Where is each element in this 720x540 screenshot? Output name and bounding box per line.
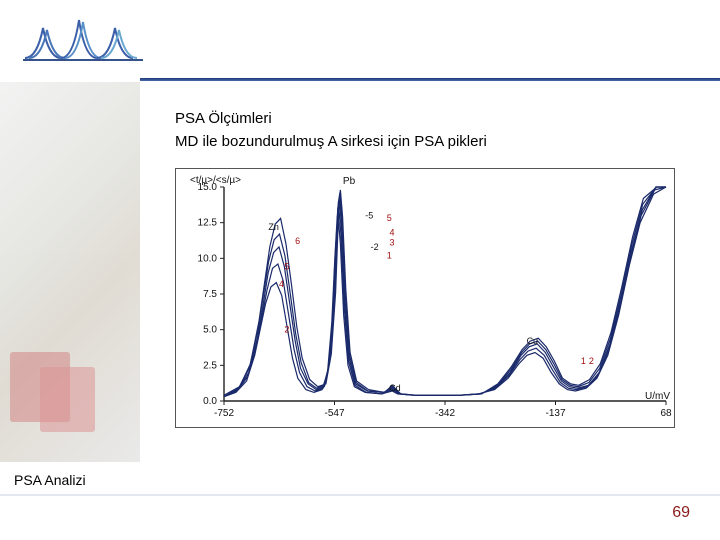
svg-text:4: 4 [389, 228, 394, 238]
svg-text:2: 2 [589, 356, 594, 366]
svg-text:1: 1 [581, 356, 586, 366]
svg-text:-2: -2 [371, 242, 379, 252]
svg-text:U/mV: U/mV [645, 391, 670, 402]
psa-chart: 0.02.55.07.510.012.515.0-752-547-342-137… [175, 168, 675, 428]
svg-text:0.0: 0.0 [203, 396, 217, 407]
svg-text:Cu: Cu [527, 336, 539, 346]
svg-text:4: 4 [279, 279, 284, 289]
svg-text:5: 5 [284, 262, 289, 272]
footer-rule [0, 494, 720, 496]
svg-text:Pb: Pb [343, 176, 356, 187]
svg-text:68: 68 [660, 408, 672, 419]
svg-text:-752: -752 [214, 408, 234, 419]
svg-text:2.5: 2.5 [203, 360, 217, 371]
svg-text:7.5: 7.5 [203, 289, 217, 300]
svg-text:-547: -547 [324, 408, 344, 419]
svg-text:<t/µ>/<s/µ>: <t/µ>/<s/µ> [190, 175, 241, 186]
svg-text:1: 1 [387, 250, 392, 260]
slide-subtitle: MD ile bozundurulmuş A sirkesi için PSA … [175, 133, 700, 150]
svg-text:2: 2 [284, 325, 289, 335]
svg-text:12.5: 12.5 [198, 218, 218, 229]
svg-text:5: 5 [387, 213, 392, 223]
logo-peaks-icon [23, 20, 143, 60]
svg-text:Zn: Zn [268, 222, 279, 232]
svg-text:-137: -137 [545, 408, 565, 419]
header-logo [15, 8, 165, 68]
slide-title: PSA Ölçümleri [175, 110, 700, 127]
svg-text:-5: -5 [365, 210, 373, 220]
svg-text:5.0: 5.0 [203, 325, 217, 336]
side-decorative-photo [0, 82, 140, 462]
svg-text:3: 3 [389, 237, 394, 247]
main-content: PSA Ölçümleri MD ile bozundurulmuş A sir… [175, 110, 700, 428]
svg-text:-342: -342 [435, 408, 455, 419]
svg-text:6: 6 [295, 236, 300, 246]
header-rule [140, 78, 720, 81]
page-number: 69 [672, 504, 690, 522]
svg-text:Cd: Cd [389, 383, 401, 393]
footer-label: PSA Analizi [14, 472, 86, 488]
svg-text:10.0: 10.0 [198, 253, 218, 264]
